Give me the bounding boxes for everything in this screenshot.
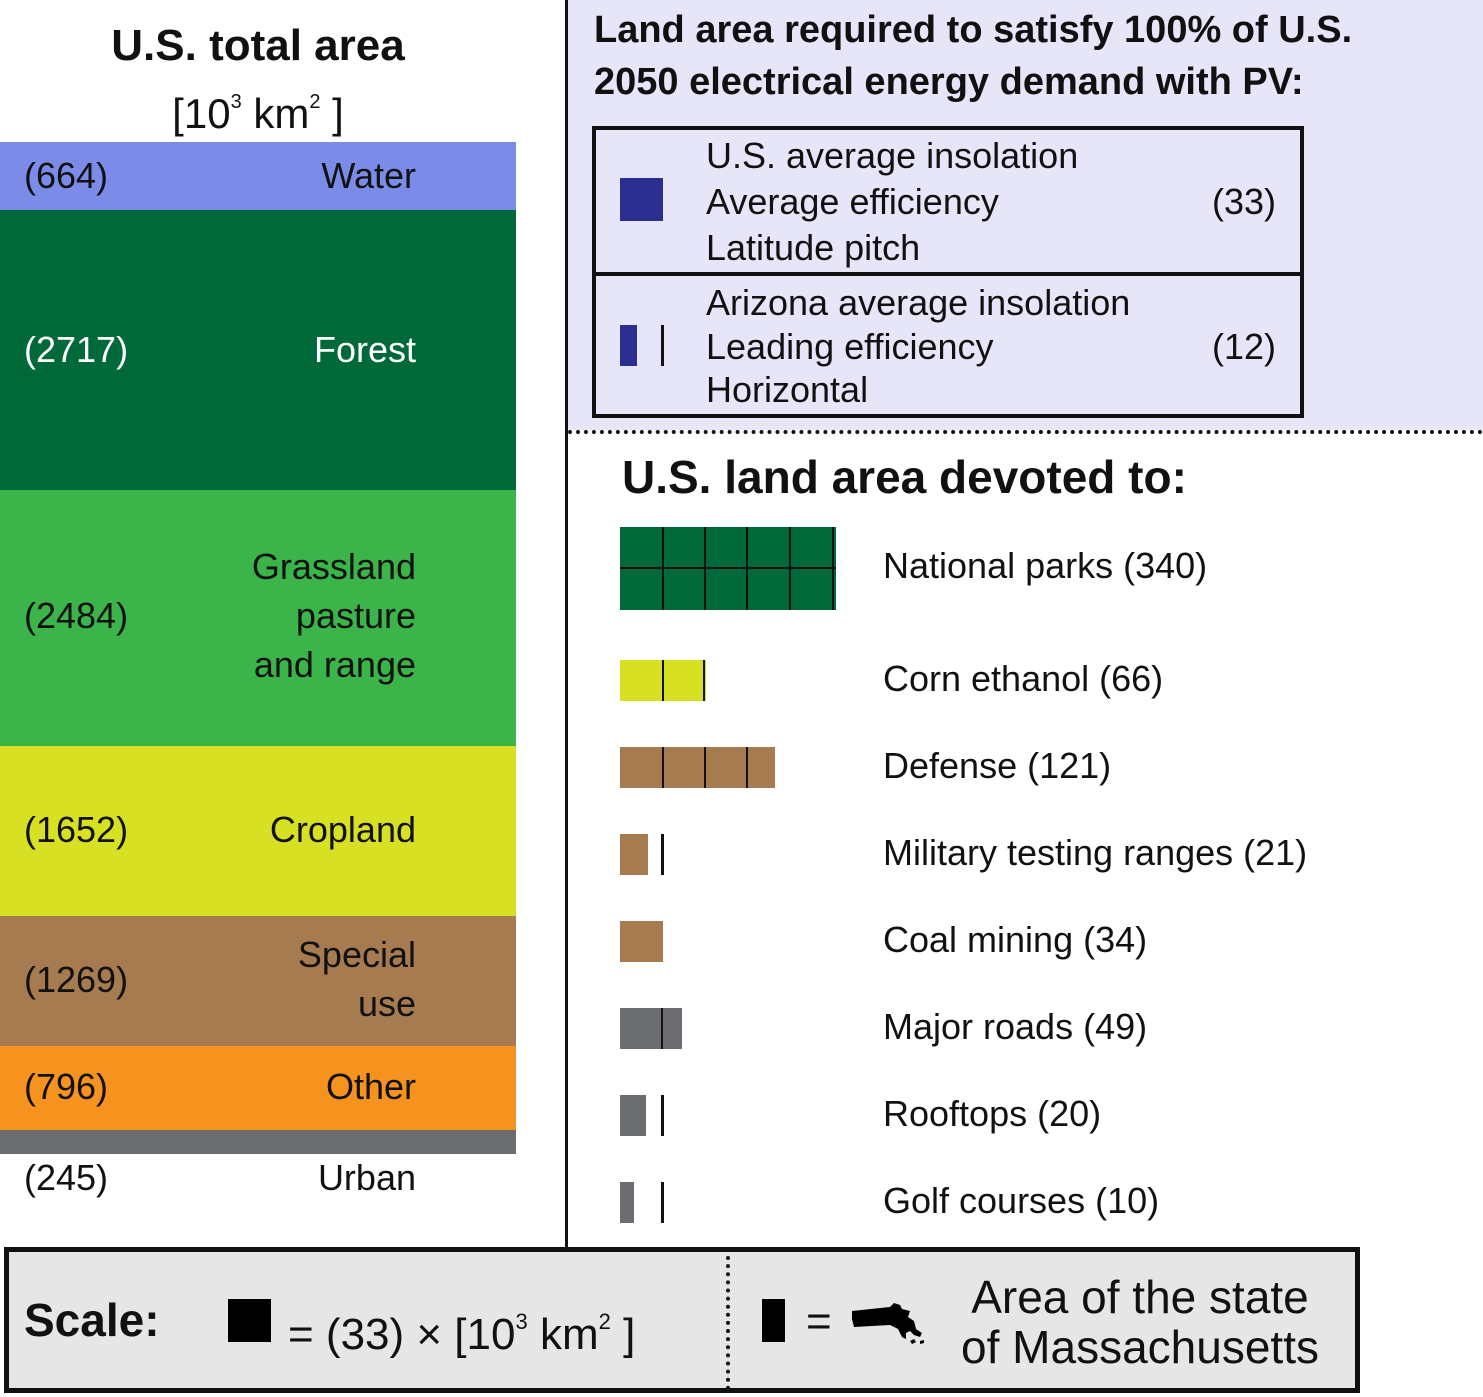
scale-eq-close: ]: [610, 1310, 636, 1359]
pv-scenario-2-value: (12): [1211, 326, 1276, 367]
scale-massachusetts-text: Area of the state of Massachusetts: [961, 1271, 1319, 1373]
devoted-sep-horizontal: [620, 567, 836, 569]
devoted-label-coal-mining: Coal mining (34): [883, 919, 1148, 960]
pv-title-line-1: Land area required to satisfy 100% of U.…: [594, 9, 1353, 51]
devoted-label-defense: Defense (121): [883, 745, 1112, 786]
pv-scenario-box-2: [592, 272, 1304, 418]
scale-eq-km: km: [527, 1310, 599, 1359]
us-total-unit: [103 km2 ]: [0, 76, 516, 140]
devoted-label-golf-courses: Golf courses (10): [883, 1180, 1160, 1221]
devoted-title: U.S. land area devoted to:: [622, 451, 1187, 503]
land-bar-water: [0, 142, 516, 210]
land-name-grassland: Grassland pasture and range: [251, 546, 416, 685]
land-name-other: Other: [325, 1066, 416, 1107]
pv-scenario-1-line-2: Average efficiency: [706, 181, 999, 222]
pv-scenario-2-line-2: Leading efficiency: [706, 326, 994, 367]
us-total-title: U.S. total area: [111, 21, 405, 70]
land-value-forest: (2717): [24, 329, 129, 370]
land-name-cropland: Cropland: [269, 809, 416, 850]
devoted-bar-golf-courses: [620, 1182, 634, 1223]
unit-exp-2: 2: [309, 91, 321, 113]
scale-eq-exp-3: 3: [515, 1309, 528, 1334]
unit-exp-3: 3: [230, 91, 242, 113]
dotted-rule: [568, 430, 1483, 434]
land-bar-grassland: [0, 490, 516, 746]
devoted-label-military-testing: Military testing ranges (21): [883, 832, 1308, 873]
land-value-grassland: (2484): [24, 595, 129, 636]
devoted-bar-rooftops: [620, 1095, 646, 1136]
devoted-label-corn-ethanol: Corn ethanol (66): [883, 658, 1164, 699]
scale-eq-text: = (33) × [10: [288, 1310, 516, 1359]
vertical-divider: [565, 0, 568, 1247]
land-value-urban: (245): [24, 1157, 109, 1198]
land-value-special-use: (1269): [24, 959, 129, 1000]
pv-scenario-2-line-1: Arizona average insolation: [706, 282, 1131, 323]
scale-equation: = (33) × [103 km2 ]: [288, 1294, 635, 1363]
devoted-sep: [662, 660, 664, 701]
devoted-square-tick: [661, 834, 664, 875]
pv-scenario-2-line-3: Horizontal: [706, 369, 869, 410]
land-name-forest: Forest: [313, 329, 416, 370]
unit-km: km: [241, 90, 310, 137]
devoted-square-tick: [661, 1095, 664, 1136]
devoted-sep: [703, 660, 705, 701]
devoted-square-tick: [661, 1182, 664, 1223]
devoted-sep: [662, 747, 664, 788]
land-name-water: Water: [321, 155, 416, 196]
land-bar-urban: [0, 1130, 516, 1154]
devoted-sep: [661, 1008, 663, 1049]
scale-eq-exp-2: 2: [598, 1309, 611, 1334]
land-value-cropland: (1652): [24, 809, 129, 850]
devoted-bar-defense: [620, 747, 775, 788]
pv-scenario-1-value: (33): [1211, 181, 1276, 222]
unit-open: [10: [172, 90, 231, 137]
pv-title-line-2: 2050 electrical energy demand with PV:: [594, 61, 1304, 103]
land-bar-cropland: [0, 746, 516, 916]
unit-close: ]: [320, 90, 344, 137]
pv-swatch-1: [620, 178, 663, 221]
massachusetts-map-icon: [852, 1303, 924, 1344]
devoted-sep: [704, 747, 706, 788]
scale-equals-2: =: [806, 1297, 832, 1346]
pv-title: Land area required to satisfy 100% of U.…: [594, 4, 1474, 108]
scale-square-icon: [228, 1299, 271, 1342]
devoted-label-rooftops: Rooftops (20): [883, 1093, 1102, 1134]
pv-swatch-2-square-tick: [661, 325, 664, 366]
devoted-sep: [746, 747, 748, 788]
devoted-bar-major-roads: [620, 1008, 682, 1049]
scale-label: Scale:: [24, 1294, 160, 1346]
land-bar-special-use: [0, 916, 516, 1046]
pv-panel: [568, 0, 1483, 430]
land-value-other: (796): [24, 1066, 109, 1107]
devoted-bar-coal-mining: [620, 921, 663, 962]
land-value-water: (664): [24, 155, 109, 196]
scale-divider-dotted: [726, 1256, 730, 1390]
devoted-label-major-roads: Major roads (49): [883, 1006, 1148, 1047]
devoted-bar-military-testing: [620, 834, 648, 875]
pv-swatch-2: [620, 325, 637, 366]
land-bar-forest: [0, 210, 516, 490]
devoted-label-national-parks: National parks (340): [883, 545, 1208, 586]
pv-scenario-1-line-3: Latitude pitch: [706, 227, 921, 268]
scale-half-square-icon: [762, 1299, 785, 1342]
land-bar-other: [0, 1046, 516, 1130]
land-name-special-use: Special use: [297, 934, 416, 1024]
land-name-urban: Urban: [317, 1157, 416, 1198]
pv-scenario-1-line-1: U.S. average insolation: [706, 135, 1079, 176]
